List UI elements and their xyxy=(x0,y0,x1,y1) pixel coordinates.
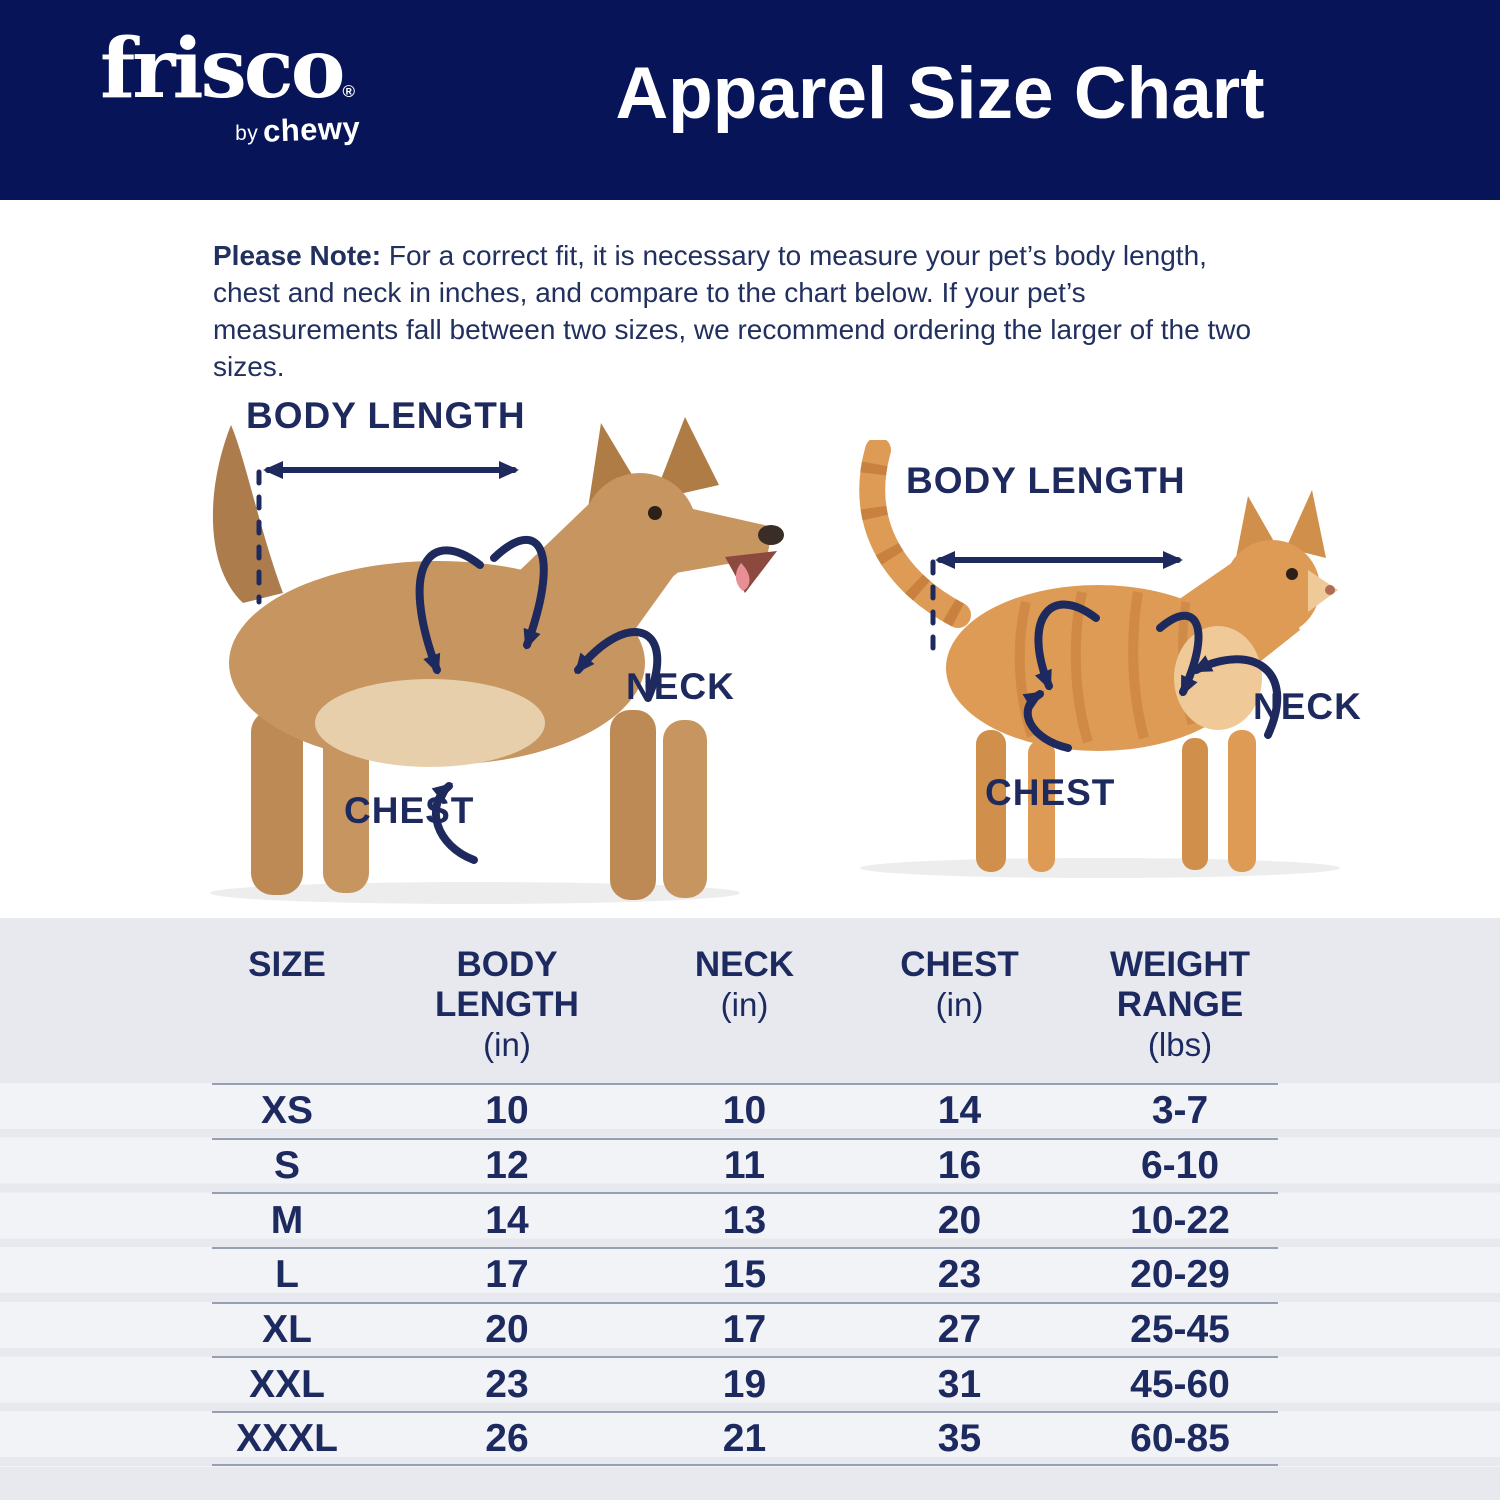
cat-illustration xyxy=(859,440,1340,878)
column-label: CHEST xyxy=(900,945,1019,984)
table-cell: 16 xyxy=(937,1144,982,1188)
logo-byline: by chewy xyxy=(86,110,366,149)
table-cell: 60-85 xyxy=(1130,1417,1230,1461)
table-row-l: L 17 15 23 20-29 xyxy=(212,1247,1278,1302)
dog-chest-label: CHEST xyxy=(344,790,475,831)
column-label: NECK xyxy=(694,945,795,984)
table-cell: 3-7 xyxy=(1151,1089,1209,1133)
table-cell: 6-10 xyxy=(1140,1144,1220,1188)
table-cell: 14 xyxy=(937,1089,982,1133)
brand-header: frisco® by chewy Apparel Size Chart xyxy=(0,0,1500,200)
header-cell-size: SIZE xyxy=(212,945,362,1083)
table-cell: 14 xyxy=(485,1198,529,1242)
table-cell: S xyxy=(273,1144,300,1188)
size-table-section: SIZE BODY LENGTH (in) NECK (in) CHEST (i… xyxy=(0,918,1500,1500)
header-cell-neck: NECK (in) xyxy=(652,945,837,1083)
note-paragraph: Please Note: For a correct fit, it is ne… xyxy=(213,237,1258,385)
table-cell: 13 xyxy=(722,1198,767,1242)
table-row-xxl: XXL 23 19 31 45-60 xyxy=(212,1356,1278,1411)
table-row-s: S 12 11 16 6-10 xyxy=(212,1137,1278,1193)
by-text: by xyxy=(235,122,259,145)
table-row-xl: XL 20 17 27 25-45 xyxy=(212,1301,1278,1357)
table-cell: 20 xyxy=(485,1308,529,1352)
table-cell: 23 xyxy=(937,1253,982,1297)
column-label: WEIGHT RANGE xyxy=(1110,945,1250,1024)
table-cell: 25-45 xyxy=(1130,1308,1230,1352)
note-text: For a correct fit, it is necessary to me… xyxy=(213,240,1252,382)
table-cell: 17 xyxy=(485,1253,529,1297)
cat-chest-label: CHEST xyxy=(985,772,1116,813)
cat-neck-label: NECK xyxy=(1253,686,1362,727)
header-cell-chest: CHEST (in) xyxy=(837,945,1082,1083)
column-label: SIZE xyxy=(248,945,326,984)
chewy-wordmark: chewy xyxy=(262,110,361,149)
table-cell: 31 xyxy=(937,1362,982,1406)
table-cell: 11 xyxy=(723,1144,766,1188)
table-cell: M xyxy=(270,1198,304,1242)
table-cell: XS xyxy=(260,1089,314,1133)
column-unit: (in) xyxy=(720,986,769,1023)
table-row-xs: XS 10 10 14 3-7 xyxy=(212,1083,1278,1138)
table-cell: 26 xyxy=(485,1417,529,1461)
size-table: SIZE BODY LENGTH (in) NECK (in) CHEST (i… xyxy=(212,918,1278,1466)
column-unit: (in) xyxy=(935,986,984,1023)
table-cell: 17 xyxy=(722,1308,767,1352)
column-unit: (lbs) xyxy=(1147,1026,1213,1063)
header-cell-weight-range: WEIGHT RANGE (lbs) xyxy=(1082,945,1278,1083)
table-cell: XL xyxy=(262,1308,312,1352)
table-cell: 10 xyxy=(485,1089,529,1133)
table-row-xxxl: XXXL 26 21 35 60-85 xyxy=(212,1411,1278,1466)
table-cell: 21 xyxy=(722,1417,767,1461)
table-cell: L xyxy=(275,1253,299,1297)
table-header-row: SIZE BODY LENGTH (in) NECK (in) CHEST (i… xyxy=(212,918,1278,1083)
table-cell: 20-29 xyxy=(1130,1253,1230,1297)
table-cell: 35 xyxy=(937,1417,982,1461)
cat-body-length-label: BODY LENGTH xyxy=(906,460,1186,501)
table-cell: XXXL xyxy=(236,1417,338,1461)
registered-trademark-icon: ® xyxy=(342,82,354,101)
frisco-wordmark: frisco® xyxy=(86,28,366,110)
cat-shadow xyxy=(860,858,1340,878)
dog-body-length-label: BODY LENGTH xyxy=(246,395,526,436)
table-cell: 45-60 xyxy=(1130,1362,1230,1406)
frisco-logo: frisco® by chewy xyxy=(86,28,366,149)
note-label: Please Note: xyxy=(213,240,382,271)
table-cell: 19 xyxy=(722,1362,767,1406)
table-cell: 27 xyxy=(937,1308,982,1352)
page-title: Apparel Size Chart xyxy=(615,53,1265,134)
table-cell: 15 xyxy=(722,1253,767,1297)
table-cell: 10-22 xyxy=(1130,1198,1230,1242)
column-label: BODY LENGTH xyxy=(435,945,579,1024)
dog-neck-label: NECK xyxy=(626,666,735,707)
dog-body-shapes xyxy=(212,417,784,900)
table-cell: 10 xyxy=(722,1089,767,1133)
table-cell: XXL xyxy=(249,1362,325,1406)
table-cell: 20 xyxy=(937,1198,982,1242)
column-unit: (in) xyxy=(483,1026,531,1063)
dog-illustration xyxy=(210,417,784,904)
table-cell: 23 xyxy=(485,1362,529,1406)
table-row-stripes xyxy=(0,1083,1500,1467)
table-row-m: M 14 13 20 10-22 xyxy=(212,1192,1278,1247)
table-cell: 12 xyxy=(485,1144,529,1188)
header-cell-body-length: BODY LENGTH (in) xyxy=(362,945,652,1083)
frisco-brand-text: frisco xyxy=(100,21,345,117)
